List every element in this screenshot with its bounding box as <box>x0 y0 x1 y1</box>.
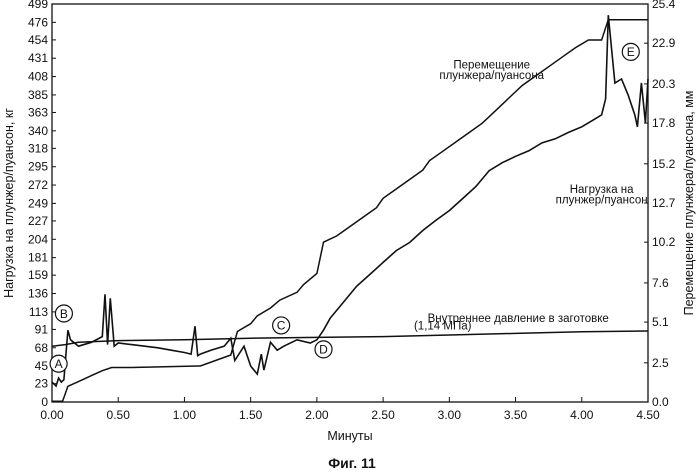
annotation-text: плунжера/пуансона <box>439 70 544 82</box>
right-y-tick-label: 12.7 <box>652 196 676 210</box>
right-y-tick-label: 5.1 <box>652 315 669 329</box>
left-y-tick-label: 159 <box>28 268 48 282</box>
right-y-tick-label: 0.0 <box>652 395 669 409</box>
left-y-tick-label: 340 <box>28 124 48 138</box>
left-y-tick-label: 181 <box>28 251 48 265</box>
x-tick-label: 2.00 <box>305 408 329 422</box>
right-y-tick-label: 20.3 <box>652 77 676 91</box>
left-y-axis-title: Нагрузка на плунжер/пуансон, кг <box>2 108 16 298</box>
marker-label: A <box>55 357 63 371</box>
right-y-tick-label: 25.4 <box>652 0 676 11</box>
left-y-tick-label: 408 <box>28 70 48 84</box>
internal-pressure-line <box>52 331 648 346</box>
displacement-line <box>52 20 648 402</box>
marker-label: E <box>627 45 635 59</box>
left-y-tick-label: 454 <box>28 33 48 47</box>
x-tick-label: 3.50 <box>504 408 528 422</box>
left-y-tick-label: 272 <box>28 178 48 192</box>
left-y-tick-label: 45 <box>35 359 49 373</box>
x-tick-label: 1.00 <box>173 408 197 422</box>
x-tick-label: 0.50 <box>107 408 131 422</box>
x-tick-label: 4.00 <box>570 408 594 422</box>
right-y-tick-label: 10.2 <box>652 235 676 249</box>
right-y-tick-label: 15.2 <box>652 157 676 171</box>
series-group <box>52 15 648 401</box>
left-y-tick-label: 68 <box>35 341 49 355</box>
left-y-tick-label: 113 <box>29 305 48 319</box>
left-y-tick-label: 204 <box>28 232 48 246</box>
x-axis-title: Минуты <box>327 429 372 443</box>
annotation-text: плунжер/пуансон <box>556 194 648 206</box>
right-y-axis-title: Перемещение плунжера/пуансона, мм <box>682 91 696 316</box>
annotation-group: Перемещениеплунжера/пуансонаНагрузка нап… <box>414 60 648 333</box>
x-tick-label: 4.50 <box>636 408 660 422</box>
marker-label: D <box>319 343 328 357</box>
left-y-tick-label: 431 <box>28 51 48 65</box>
left-y-tick-label: 318 <box>28 141 48 155</box>
x-tick-label: 1.50 <box>239 408 263 422</box>
left-y-tick-label: 249 <box>28 196 48 210</box>
right-y-tick-label: 2.5 <box>652 356 669 370</box>
right-y-tick-label: 22.9 <box>652 36 676 50</box>
x-ticks: 0.00 0.50 1.00 1.50 2.00 2.50 3.00 3.50 4.00 4.50 <box>40 397 660 422</box>
marker-label: C <box>277 319 286 333</box>
annotation-text: (1,14 МПа) <box>414 320 472 332</box>
marker-label: B <box>60 307 68 321</box>
right-y-ticks: 0.0 2.5 5.1 7.6 10.2 12.7 15.2 17.8 20.3 22.9 25.4 <box>644 0 676 409</box>
left-y-tick-label: 363 <box>28 105 48 119</box>
left-y-tick-label: 91 <box>35 322 49 336</box>
right-y-tick-label: 17.8 <box>652 116 676 130</box>
left-y-tick-label: 499 <box>28 0 48 11</box>
x-tick-label: 0.00 <box>40 408 64 422</box>
left-y-tick-label: 227 <box>28 214 48 228</box>
x-tick-label: 3.00 <box>438 408 462 422</box>
left-y-tick-label: 385 <box>28 88 48 102</box>
figure-caption: Фиг. 11 <box>328 455 376 471</box>
left-y-tick-label: 0 <box>41 395 48 409</box>
right-y-tick-label: 7.6 <box>652 276 669 290</box>
left-y-tick-label: 23 <box>35 377 49 391</box>
left-y-tick-label: 295 <box>28 160 48 174</box>
left-y-tick-label: 136 <box>28 287 48 301</box>
x-tick-label: 2.50 <box>371 408 395 422</box>
left-y-tick-label: 476 <box>28 15 48 29</box>
